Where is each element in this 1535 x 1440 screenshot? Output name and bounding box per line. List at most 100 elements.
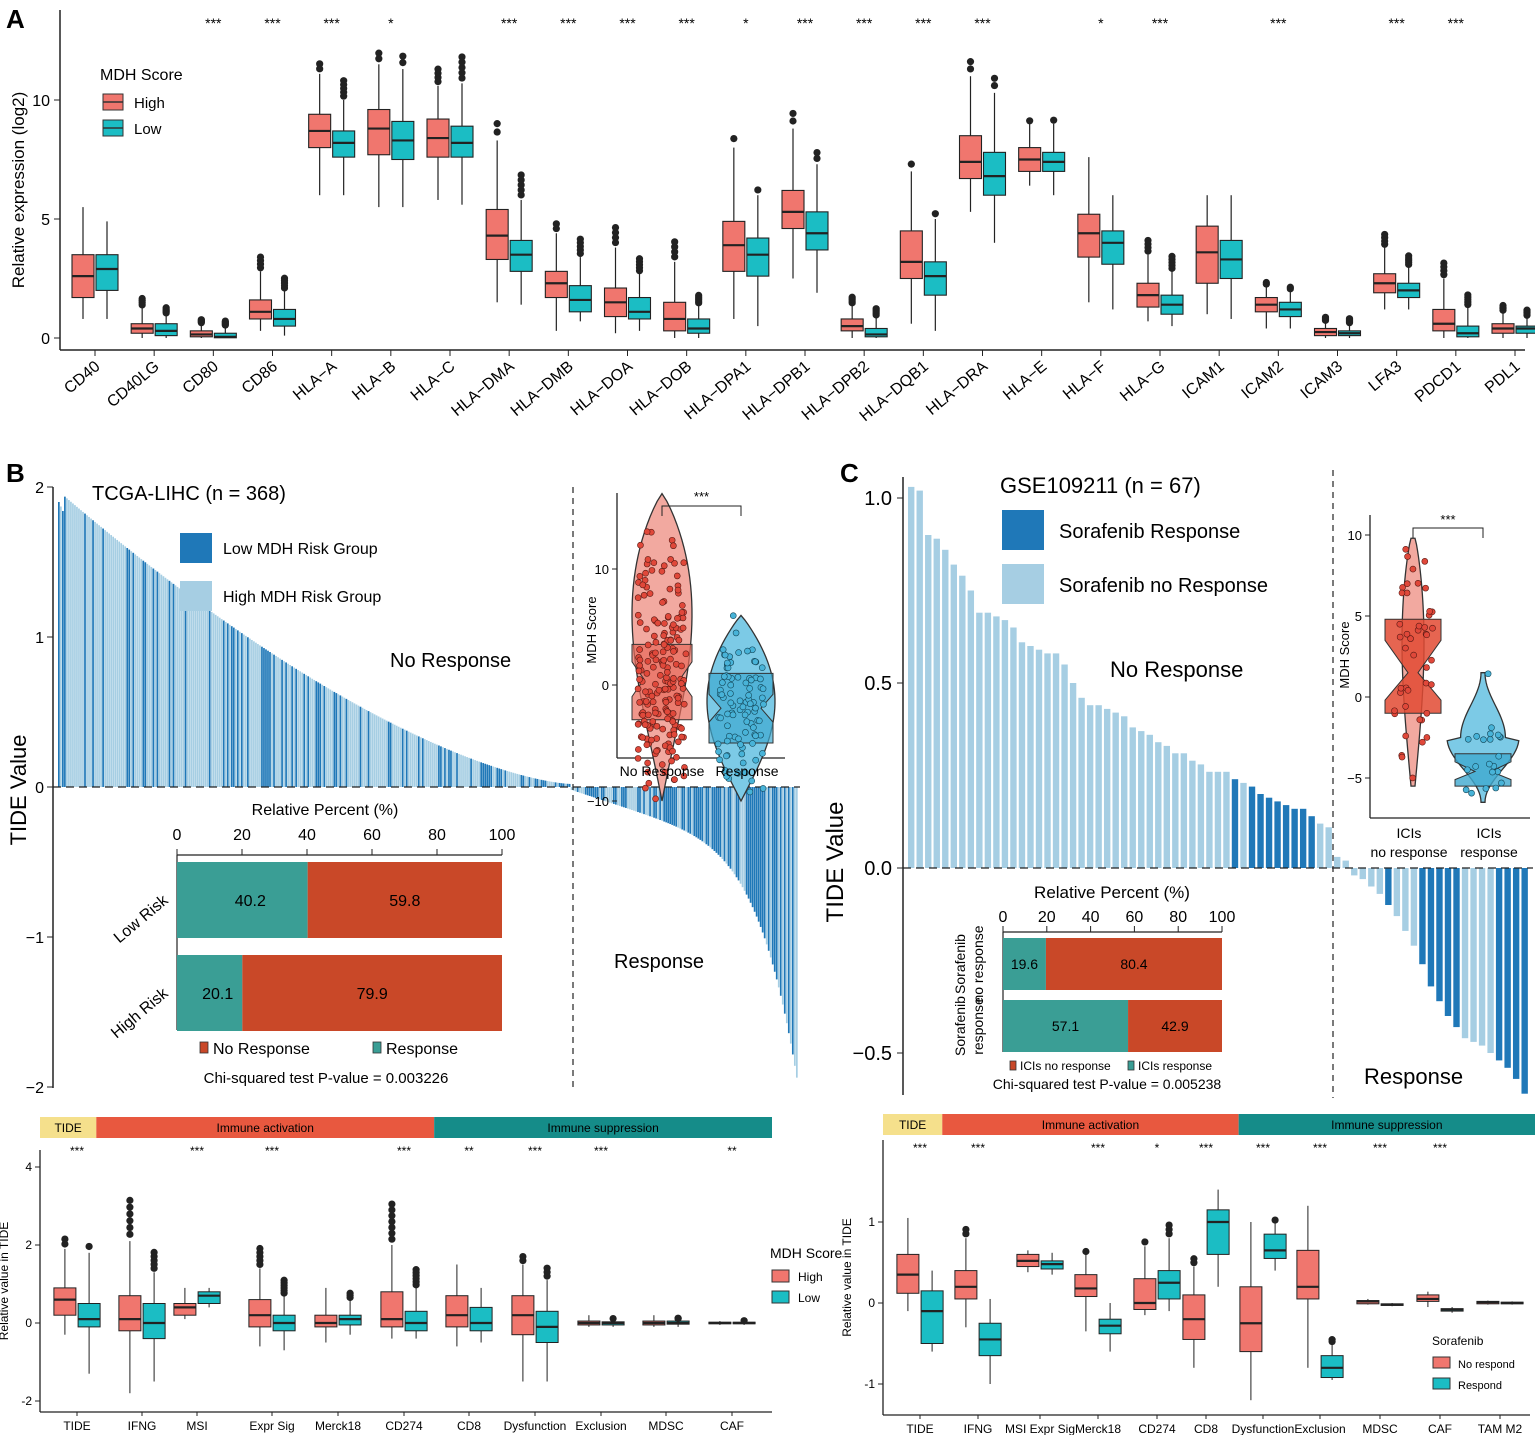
panel-c-legend-icis-response: ICIs response bbox=[1138, 1059, 1212, 1073]
b-waterfall-bar bbox=[132, 552, 135, 787]
b-violin-point bbox=[654, 619, 662, 627]
b-waterfall-bar bbox=[502, 769, 505, 787]
b-violin-point bbox=[729, 711, 737, 719]
b-waterfall-bar bbox=[586, 787, 589, 796]
b-pct-bar-response bbox=[177, 955, 243, 1031]
b-waterfall-bar bbox=[781, 787, 784, 1005]
b-waterfall-bar bbox=[257, 644, 259, 787]
a-box-high bbox=[544, 220, 568, 331]
b-waterfall-bar bbox=[657, 787, 659, 820]
b-violin-point bbox=[746, 700, 754, 708]
c-waterfall-bar bbox=[1138, 731, 1145, 868]
tide-box-a-box bbox=[380, 1291, 404, 1328]
b-waterfall-bar bbox=[705, 787, 708, 845]
c-waterfall-bar bbox=[1044, 653, 1051, 868]
a-box-low bbox=[1219, 195, 1243, 319]
b-violin-point bbox=[670, 731, 678, 738]
a-box-low bbox=[450, 53, 474, 205]
c-waterfall-bar bbox=[1342, 860, 1349, 868]
tide-xtick-label: CAF bbox=[1428, 1422, 1452, 1435]
tide-ytick-label: 4 bbox=[25, 1160, 32, 1174]
a-box-low-outlier bbox=[990, 74, 999, 82]
c-violin-box-no-response bbox=[1384, 618, 1442, 714]
b-violin-point bbox=[649, 718, 657, 725]
a-box-high-outlier bbox=[611, 238, 620, 247]
b-violin-point bbox=[714, 740, 722, 748]
b-violin-point bbox=[669, 718, 677, 725]
b-waterfall-bar bbox=[667, 787, 670, 824]
c-waterfall-bar bbox=[967, 590, 975, 868]
b-violin-point bbox=[658, 568, 666, 575]
b-violin-point bbox=[652, 795, 659, 803]
b-pct-value-response: 20.1 bbox=[202, 986, 233, 1003]
c-waterfall-bar bbox=[1223, 771, 1230, 868]
b-waterfall-bar bbox=[715, 787, 718, 853]
tide-box-a bbox=[248, 1244, 272, 1347]
b-waterfall-bar bbox=[88, 516, 90, 787]
b-violin-point bbox=[724, 710, 731, 718]
b-waterfall-bar bbox=[208, 610, 211, 787]
tide-box-a bbox=[53, 1235, 77, 1335]
c-violin-point bbox=[1423, 709, 1431, 717]
b-waterfall-bar bbox=[735, 787, 738, 878]
c-violin-point bbox=[1473, 733, 1480, 740]
tide-xtick-label: IFNG bbox=[128, 1419, 157, 1433]
legend-label-sorafenib-response: Sorafenib Response bbox=[1059, 521, 1240, 543]
a-box-high-box bbox=[367, 108, 391, 156]
panel-b-letter: B bbox=[6, 458, 25, 488]
b-waterfall-bar bbox=[554, 782, 557, 787]
b-violin-point bbox=[750, 724, 757, 731]
b-waterfall-bar bbox=[170, 582, 173, 787]
panel-a-legend-title: MDH Score bbox=[100, 67, 183, 84]
b-waterfall-bar bbox=[725, 787, 728, 864]
b-waterfall-bar bbox=[295, 668, 297, 787]
a-box-high-outlier bbox=[671, 248, 679, 256]
a-xtick-label: LFA3 bbox=[1366, 358, 1406, 395]
b-waterfall-bar bbox=[198, 603, 201, 787]
b-waterfall-bar bbox=[130, 551, 133, 787]
tide-box-b bbox=[978, 1298, 1002, 1384]
legend-swatch-low-mdh bbox=[180, 533, 212, 563]
b-waterfall-bar bbox=[341, 696, 344, 787]
tide-xtick-label: CD8 bbox=[457, 1419, 481, 1433]
a-box-low bbox=[687, 291, 711, 338]
b-violin-point bbox=[674, 694, 682, 702]
c-waterfall-bar bbox=[1504, 868, 1511, 1068]
tide-xtick-label: MSI bbox=[186, 1419, 207, 1433]
b-violin-point bbox=[649, 698, 657, 706]
tide-box-a-outlier bbox=[1141, 1238, 1149, 1246]
b-waterfall-bar bbox=[745, 787, 748, 895]
a-box-low bbox=[568, 235, 592, 322]
a-box-low bbox=[1515, 306, 1535, 338]
tide-ytick-label: -1 bbox=[864, 1377, 875, 1391]
b-waterfall-bar bbox=[741, 787, 744, 888]
b-waterfall-bar bbox=[263, 648, 265, 787]
b-waterfall-bar bbox=[112, 536, 115, 787]
b-waterfall-bar bbox=[62, 511, 64, 787]
a-box-high bbox=[485, 120, 509, 303]
c-pct-tick-label: 40 bbox=[1082, 909, 1100, 926]
a-box-low-outlier bbox=[1405, 252, 1413, 260]
tide-band-label: Immune suppression bbox=[1331, 1118, 1442, 1132]
tide-xtick-label: MSI Expr Sig bbox=[1005, 1422, 1075, 1435]
a-xtick-label: HLA−E bbox=[1000, 358, 1050, 404]
c-violin-point bbox=[1462, 786, 1470, 794]
tide-significance: *** bbox=[70, 1144, 84, 1158]
a-box-low-outlier bbox=[280, 274, 289, 282]
b-waterfall-bar bbox=[369, 712, 372, 787]
c-violin-point bbox=[1398, 753, 1406, 761]
b-violin-point bbox=[678, 733, 685, 741]
tide-box-a-box bbox=[173, 1303, 197, 1316]
a-box-low-outlier bbox=[458, 58, 466, 66]
tide-box-a-outlier bbox=[126, 1203, 134, 1211]
b-waterfall-bar bbox=[162, 576, 165, 787]
a-box-high-box bbox=[958, 135, 983, 180]
c-waterfall-bar bbox=[1427, 868, 1435, 987]
tide-box-a-outlier bbox=[388, 1229, 396, 1237]
tide-significance: *** bbox=[1313, 1141, 1327, 1155]
b-waterfall-bar bbox=[385, 720, 388, 787]
b-violin-point bbox=[661, 768, 669, 776]
b-violin-point bbox=[644, 768, 652, 776]
b-waterfall-bar bbox=[791, 787, 794, 1055]
